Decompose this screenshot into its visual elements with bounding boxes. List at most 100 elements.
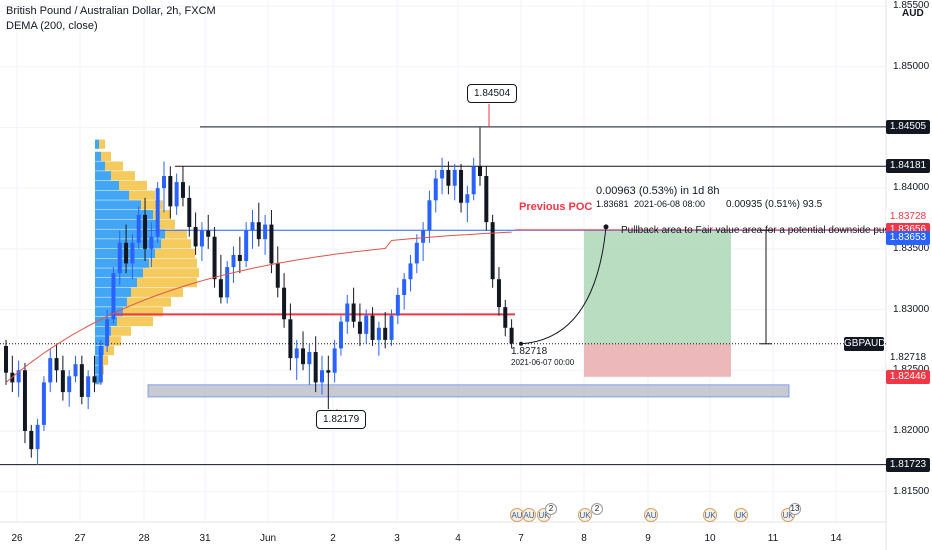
candle-body: [199, 230, 204, 247]
candle-body: [345, 303, 350, 322]
candle-body: [408, 263, 413, 280]
candle-body: [332, 348, 337, 373]
volume-bar-down: [104, 345, 114, 356]
price-tick: 1.85000: [893, 60, 930, 72]
candle-body: [452, 169, 457, 186]
volume-bar-up: [95, 307, 123, 317]
projection-arrow: [520, 226, 607, 345]
time-tick: 7: [518, 533, 524, 544]
candle-body: [421, 230, 426, 243]
flag-icon[interactable]: AU: [644, 508, 658, 522]
volume-bar-up: [95, 171, 111, 181]
high-callout: 1.84504: [467, 84, 518, 103]
volume-bar-down: [101, 151, 111, 161]
indicator-label: DEMA (200, close): [6, 20, 98, 32]
volume-bar-up: [95, 180, 119, 191]
candle-body: [54, 358, 59, 371]
volume-bar-up: [95, 190, 129, 200]
symbol-title: British Pound / Australian Dollar, 2h, F…: [6, 5, 216, 17]
price-label: GBPAUD: [844, 336, 886, 351]
candle-body: [395, 294, 400, 316]
candle-body: [496, 279, 501, 308]
time-tick: 28: [138, 533, 150, 544]
price-tick: 1.81500: [893, 485, 930, 497]
volume-bar-up: [95, 258, 149, 268]
volume-bar-up: [95, 365, 100, 375]
projection-sub-date: 2021-06-08 08:00: [634, 199, 706, 209]
candle-body: [180, 182, 185, 198]
candle-body: [117, 242, 122, 274]
candle-body: [168, 176, 173, 207]
candle-body: [98, 345, 103, 383]
price-tick: 1.85500: [893, 0, 930, 12]
volume-bar-down: [161, 239, 191, 249]
candle-body: [130, 242, 135, 264]
projection-start: [519, 341, 523, 346]
projection-end: [603, 224, 609, 230]
event-count-badge: 2: [545, 503, 557, 515]
price-label: 1.84505: [886, 119, 930, 134]
candle-body: [212, 236, 217, 280]
candle-body: [124, 242, 129, 264]
volume-bar-up: [95, 326, 111, 336]
candle-body: [16, 370, 21, 383]
volume-bar-down: [99, 139, 105, 149]
time-tick: 26: [11, 533, 23, 544]
time-tick: 31: [199, 533, 211, 544]
candle-body: [86, 376, 91, 397]
candle-body: [370, 315, 375, 340]
candle-body: [4, 345, 8, 373]
candle-body: [414, 242, 419, 264]
candle-body: [143, 214, 148, 249]
axis-currency: AUD: [902, 8, 924, 19]
candle-body: [162, 176, 166, 189]
candle-body: [459, 169, 464, 203]
candle-body: [206, 230, 211, 237]
time-tick: 27: [74, 533, 86, 544]
candle-body: [376, 327, 381, 340]
volume-bar-up: [95, 297, 127, 307]
candle-body: [174, 182, 179, 207]
candle-body: [29, 430, 34, 450]
flag-icon[interactable]: UK: [703, 508, 717, 522]
candle-body: [60, 370, 65, 393]
candle-body: [105, 319, 110, 346]
candle-body: [92, 376, 97, 383]
loss-zone: [584, 343, 731, 377]
price-label: 1.83653: [886, 231, 930, 246]
time-tick: 4: [455, 533, 461, 544]
volume-bar-up: [95, 355, 102, 365]
dema-line: [5, 231, 512, 383]
flag-icon[interactable]: UK: [734, 508, 748, 522]
pullback-note: Pullback area to Fair value area for a p…: [621, 225, 896, 236]
time-tick: 14: [830, 533, 842, 544]
candles: [4, 127, 514, 465]
candle-body: [35, 424, 40, 450]
candle-body: [326, 370, 331, 373]
volume-bar-down: [105, 161, 123, 171]
flag-icon[interactable]: UK: [578, 508, 592, 522]
volume-bar-down: [102, 355, 108, 365]
price-label: 1.84181: [886, 159, 930, 174]
candle-body: [383, 327, 388, 340]
candle-body: [41, 382, 46, 425]
volume-bar-up: [95, 210, 153, 220]
time-tick: Jun: [259, 533, 277, 544]
flag-icon[interactable]: AU: [522, 508, 536, 522]
volume-bar-down: [143, 268, 199, 278]
candle-body: [282, 287, 287, 320]
volume-bar-down: [123, 307, 163, 317]
projection-sub-price: 1.83681: [596, 199, 629, 209]
time-tick: 8: [581, 533, 587, 544]
candle-body: [313, 352, 318, 383]
candle-body: [446, 169, 451, 186]
price-tick: 1.82000: [893, 424, 930, 436]
candle-body: [237, 254, 242, 261]
price-label: 1.82446: [886, 369, 930, 384]
candle-body: [389, 315, 394, 340]
candle-body: [256, 222, 261, 240]
volume-bar-up: [95, 139, 99, 149]
time-tick: 11: [767, 533, 779, 544]
